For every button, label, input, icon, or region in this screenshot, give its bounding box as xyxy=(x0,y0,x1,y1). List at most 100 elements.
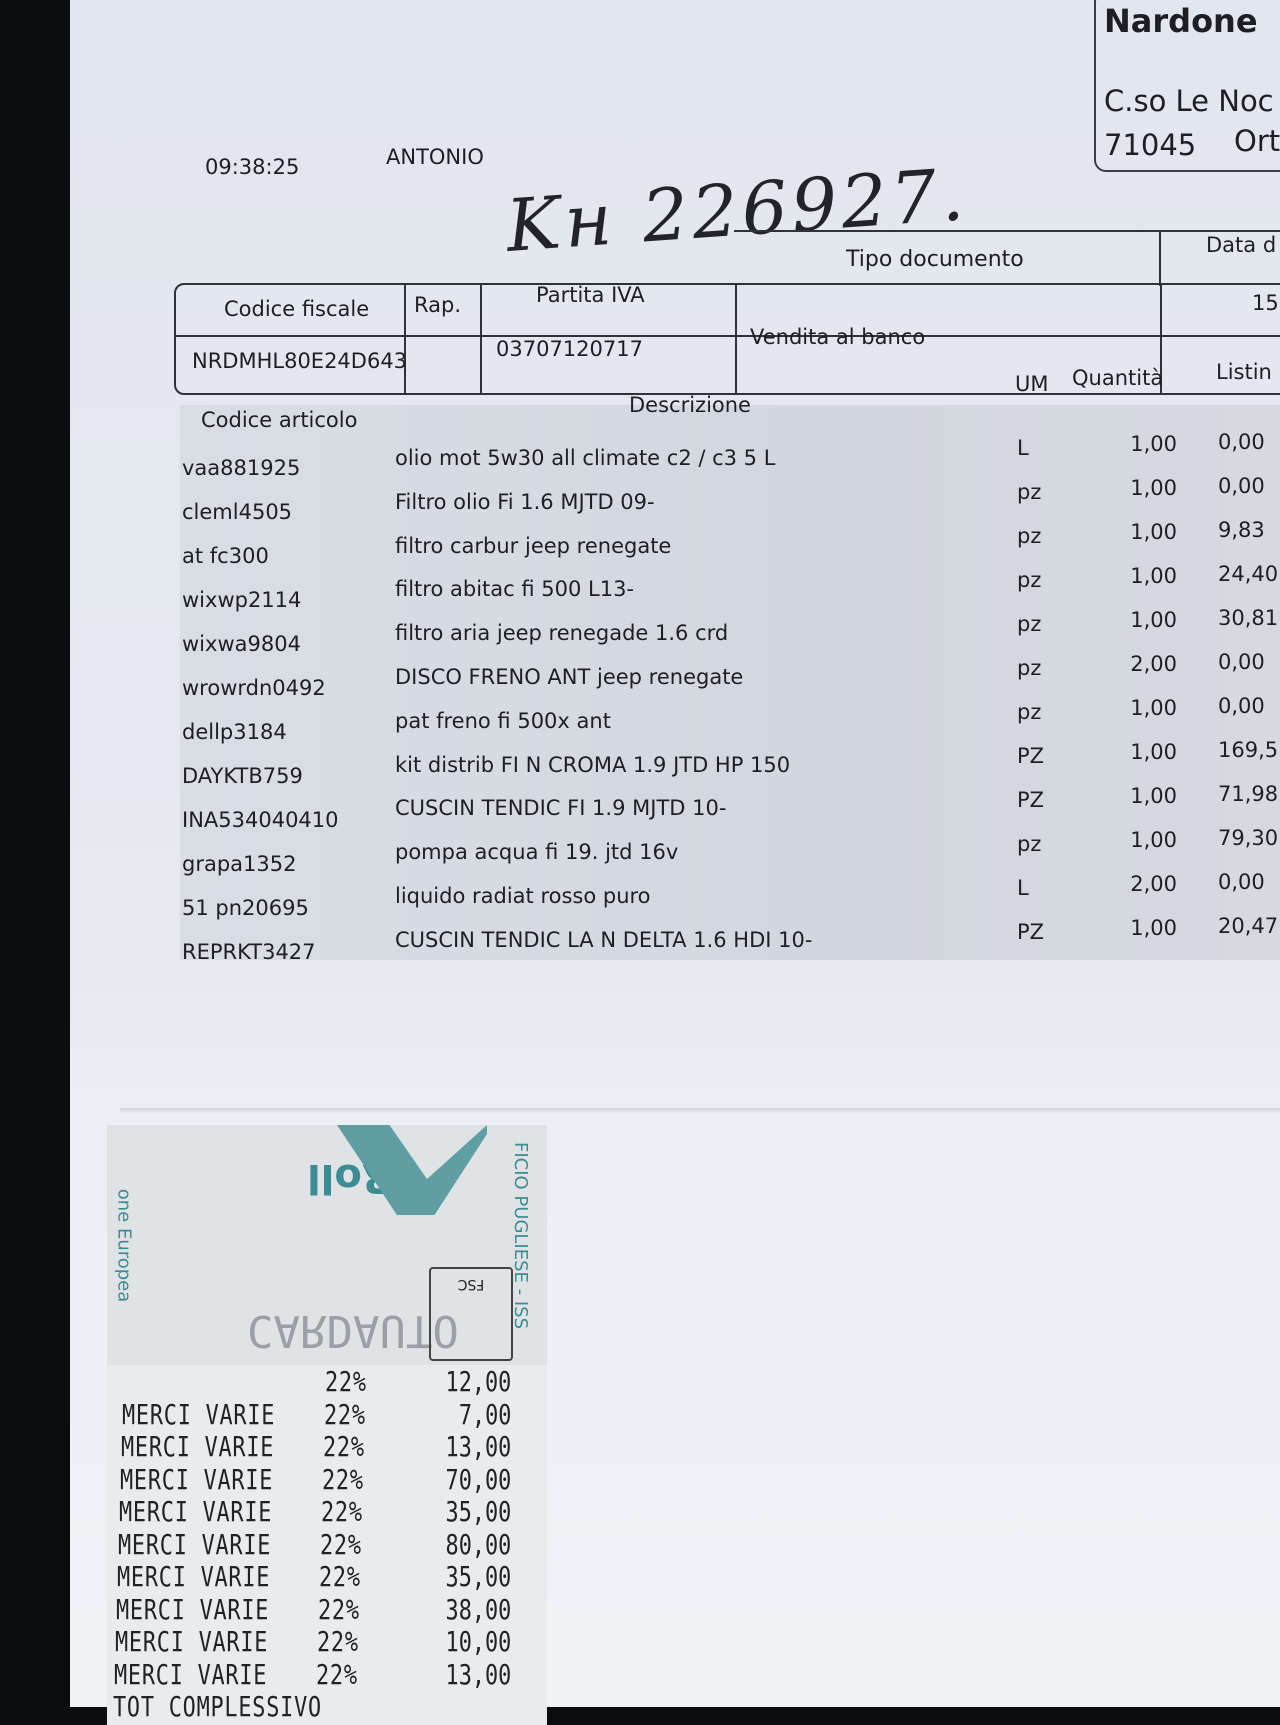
cell-price: 0,00 xyxy=(1218,694,1265,718)
cell-um: PZ xyxy=(1017,920,1045,944)
cell-code: cleml4505 xyxy=(182,500,293,524)
receipt-line: MERCI VARIE 22% 13,00 xyxy=(107,1657,511,1691)
receipt-vat: 22% xyxy=(316,1657,358,1691)
stamp-pugliese: FICIO PUGLIESE - ISS xyxy=(510,1141,532,1330)
cell-qty: 1,00 xyxy=(1130,740,1177,764)
receipt-vat: 22% xyxy=(323,1430,365,1463)
cell-qty: 2,00 xyxy=(1130,652,1177,676)
col-um: UM xyxy=(1015,372,1049,396)
cell-um: pz xyxy=(1017,524,1042,548)
header-tipo-documento: Tipo documento xyxy=(846,247,1024,272)
cell-um: pz xyxy=(1017,700,1042,724)
cell-code: vaa881925 xyxy=(182,456,301,480)
cell-price: 169,51 xyxy=(1218,738,1280,762)
receipt-vat: 22% xyxy=(321,1495,363,1528)
receipt-amount: 13,00 xyxy=(445,1430,511,1463)
cell-qty: 1,00 xyxy=(1130,916,1177,940)
col-descrizione: Descrizione xyxy=(629,393,751,417)
tipo-documento-value: Vendita al banco xyxy=(750,325,926,349)
cell-price: 0,00 xyxy=(1218,474,1265,498)
cell-um: L xyxy=(1017,876,1029,900)
cell-description: olio mot 5w30 all climate c2 / c3 5 L xyxy=(395,446,776,470)
receipt-line: MERCI VARIE 22% 38,00 xyxy=(107,1592,511,1626)
table-row: wixwa9804 filtro aria jeep renegade 1.6 c… xyxy=(0,606,1280,672)
receipt-amount: 7,00 xyxy=(458,1397,511,1431)
cell-um: L xyxy=(1017,436,1029,460)
table-row: DAYKTB759 kit distrib FI N CROMA 1.9 JTD … xyxy=(0,738,1280,804)
receipt-line: MERCI VARIE 22% 80,00 xyxy=(107,1527,511,1561)
data-value: 15 xyxy=(1252,291,1279,315)
cell-price: 9,83 xyxy=(1218,518,1265,542)
stamp-europea: one Europea xyxy=(113,1188,135,1303)
receipt-item-label: MERCI VARIE xyxy=(114,1657,268,1691)
company-town: Ort xyxy=(1234,124,1280,158)
receipt-line: MERCI VARIE 22% 70,00 xyxy=(107,1463,511,1496)
cell-description: DISCO FRENO ANT jeep renegate xyxy=(395,665,744,689)
cell-description: liquido radiat rosso puro xyxy=(395,884,651,908)
receipt-vat: 22% xyxy=(325,1365,367,1398)
cell-price: 71,98 xyxy=(1218,782,1279,806)
paper-fold xyxy=(120,1108,1280,1114)
cell-qty: 1,00 xyxy=(1130,608,1177,632)
cell-qty: 1,00 xyxy=(1130,828,1177,852)
cell-description: Filtro olio Fi 1.6 MJTD 09- xyxy=(395,489,655,514)
cell-code: dellp3184 xyxy=(182,720,287,744)
cell-qty: 1,00 xyxy=(1130,784,1177,808)
table-row: REPRKT3427 CUSCIN TENDIC LA N DELTA 1.6 H… xyxy=(0,914,1280,980)
cell-description: filtro carbur jeep renegate xyxy=(395,533,672,558)
cell-qty: 1,00 xyxy=(1130,476,1177,500)
cell-description: CUSCIN TENDIC FI 1.9 MJTD 10- xyxy=(395,796,727,821)
receipt-amount: 12,00 xyxy=(445,1365,511,1398)
company-box xyxy=(1094,0,1280,172)
receipt-item-label: MERCI VARIE xyxy=(119,1495,273,1528)
receipt-stamp-area xyxy=(107,1125,547,1365)
cell-um: pz xyxy=(1017,656,1042,680)
receipt-vat: 22% xyxy=(317,1625,359,1658)
cell-price: 30,81 xyxy=(1218,606,1279,630)
cell-um: PZ xyxy=(1017,788,1045,812)
customer-table: Codice fiscale Rap. Partita IVA Tipo doc… xyxy=(174,233,1280,395)
cell-description: filtro abitac fi 500 L13- xyxy=(395,577,635,602)
header-data: Data d xyxy=(1206,233,1277,257)
table-row: grapa1352 pompa acqua fi 19. jtd 16v pz 1,0… xyxy=(0,826,1280,892)
items-shading xyxy=(180,405,1280,960)
cell-description: pompa acqua fi 19. jtd 16v xyxy=(395,840,679,865)
receipt-amount: 38,00 xyxy=(445,1592,511,1626)
receipt-item-label: MERCI VARIE xyxy=(115,1625,269,1658)
table-row: wrowrdn0492 DISCO FRENO ANT jeep renegate… xyxy=(0,650,1280,716)
header-top-line xyxy=(734,230,1280,286)
receipt-amount: 80,00 xyxy=(445,1527,511,1561)
receipt-line: 22% 12,00 xyxy=(107,1365,511,1398)
cell-code: at fc300 xyxy=(182,544,269,568)
cell-description: CUSCIN TENDIC LA N DELTA 1.6 HDI 10- xyxy=(395,927,813,952)
receipt-line: MERCI VARIE 22% 35,00 xyxy=(107,1560,511,1593)
cell-qty: 1,00 xyxy=(1130,432,1177,456)
cell-code: wrowrdn0492 xyxy=(182,676,326,700)
receipt-line: MERCI VARIE 22% 7,00 xyxy=(107,1397,511,1431)
cell-price: 0,00 xyxy=(1218,430,1265,454)
receipt-vat: 22% xyxy=(318,1592,360,1626)
cell-description: filtro aria jeep renegade 1.6 crd xyxy=(395,621,729,646)
col-codice-articolo: Codice articolo xyxy=(201,408,358,432)
cell-um: pz xyxy=(1017,568,1042,592)
print-time: 09:38:25 xyxy=(205,155,300,179)
cell-description: pat freno fi 500x ant xyxy=(395,708,611,733)
receipt-item-label: MERCI VARIE xyxy=(122,1397,276,1431)
cell-price: 24,40 xyxy=(1218,562,1279,586)
receipt-vat: 22% xyxy=(320,1527,362,1561)
receipt-line: MERCI VARIE 22% 35,00 xyxy=(107,1495,511,1528)
receipt-item-label: MERCI VARIE xyxy=(116,1592,270,1626)
cell-um: pz xyxy=(1017,612,1042,636)
receipt-amount: 35,00 xyxy=(445,1560,511,1593)
cell-qty: 1,00 xyxy=(1130,696,1177,720)
cell-um: pz xyxy=(1017,832,1042,856)
company-address: C.so Le Noc xyxy=(1104,84,1274,118)
operator-name: ANTONIO xyxy=(386,145,484,169)
cell-um: PZ xyxy=(1017,744,1045,768)
table-row: wixwp2114 filtro abitac fi 500 L13- pz 1,00… xyxy=(0,562,1280,628)
cell-qty: 2,00 xyxy=(1130,872,1177,896)
col-quantita: Quantità xyxy=(1072,366,1164,390)
receipt-line: MERCI VARIE 22% 10,00 xyxy=(107,1625,511,1658)
cell-qty: 1,00 xyxy=(1130,564,1177,588)
header-codice-fiscale: Codice fiscale xyxy=(224,297,370,321)
